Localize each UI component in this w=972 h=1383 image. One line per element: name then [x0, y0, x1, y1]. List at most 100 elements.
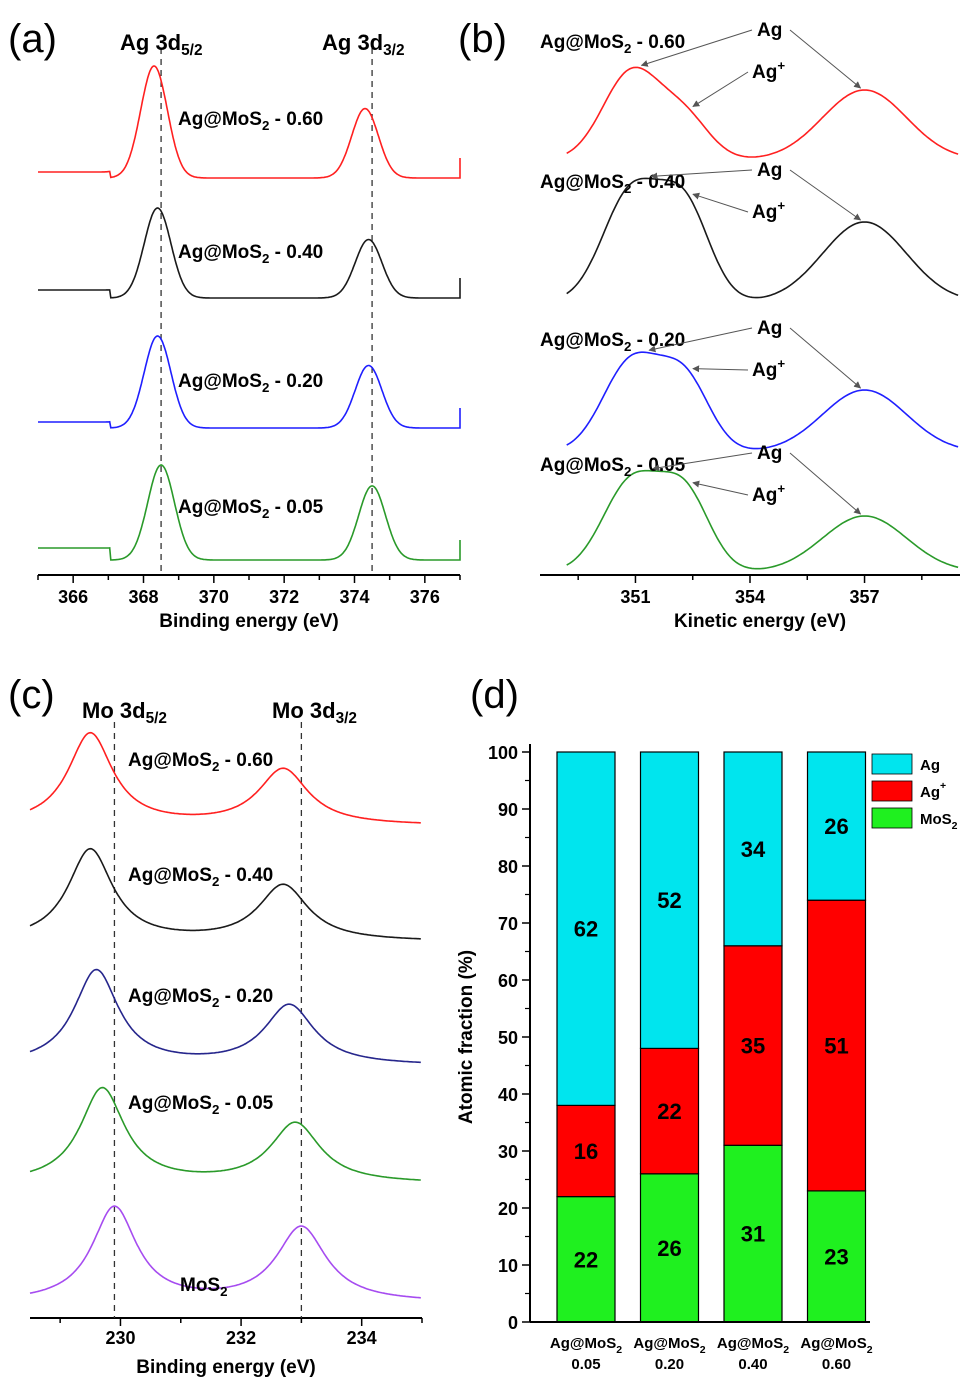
- panel-d-bar-segment: [639, 751, 700, 1049]
- panel-d-bar-segment: [723, 751, 783, 947]
- panel-a-series-label: Ag@MoS2 - 0.20: [178, 371, 323, 395]
- panel-b-ag-plus-annotation: Ag+: [752, 58, 785, 83]
- panel-b-arrow: [650, 169, 753, 180]
- panel-d-category-value: 0.60: [822, 1356, 851, 1373]
- panel-d-bar-segment: [723, 945, 783, 1146]
- panel-d-data-label: 51: [824, 1034, 848, 1059]
- panel-c-series-label: MoS2: [180, 1275, 228, 1299]
- panel-a-peak-label: Ag 3d3/2: [322, 30, 405, 59]
- panel-d-y-tick-label: 100: [488, 743, 518, 763]
- panel-b-series-label: Ag@MoS2 - 0.20: [540, 330, 685, 354]
- panel-d-bar-segment: [639, 1047, 700, 1175]
- panel-b-x-tick-label: 357: [850, 587, 880, 607]
- panel-b-arrow: [652, 452, 753, 472]
- panel-b-arrow: [640, 29, 753, 67]
- panel-d-data-label: 26: [657, 1236, 681, 1261]
- panel-d-category-label: Ag@MoS2: [800, 1335, 872, 1356]
- panel-c: (c) 230 232 234 Binding energy (eV) Mo 3d5/2…: [8, 673, 423, 1378]
- panel-b-series-line: [566, 469, 959, 570]
- panel-b-x-axis-title: Kinetic energy (eV): [674, 611, 846, 632]
- panel-d-bar-segment: [806, 751, 867, 901]
- panel-d-legend-swatch: [871, 780, 913, 802]
- panel-c-series-label: Ag@MoS2 - 0.05: [128, 1093, 274, 1117]
- panel-a-x-tick-label: 376: [410, 587, 440, 607]
- panel-b-ag-annotation: Ag: [757, 20, 782, 41]
- panel-a-x-tick-label: 374: [339, 587, 369, 607]
- panel-c-x-tick-label: 230: [105, 1328, 135, 1348]
- panel-a-series-line: [38, 464, 461, 561]
- panel-d-bar-segment: [806, 899, 867, 1192]
- panel-d-bar-segment: [556, 751, 616, 1106]
- panel-d-y-tick-label: 10: [498, 1256, 518, 1276]
- panel-d-y-axis-title: Atomic fraction (%): [456, 950, 477, 1124]
- panel-d-category-label: Ag@MoS2: [633, 1335, 705, 1356]
- panel-a-x-tick-label: 366: [58, 587, 88, 607]
- panel-b-arrow: [789, 169, 862, 221]
- panel-d-y-tick-label: 60: [498, 971, 518, 991]
- panel-d-data-label: 62: [574, 917, 598, 942]
- panel-b-arrow: [648, 327, 753, 353]
- panel-a-series-label: Ag@MoS2 - 0.40: [178, 242, 323, 266]
- panel-b-arrow: [789, 29, 862, 89]
- panel-a-series-label: Ag@MoS2 - 0.05: [178, 497, 324, 521]
- panel-d-label: (d): [470, 673, 519, 717]
- panel-a: (a) 366 368 370 372 374 376 Binding energy (eV…: [8, 17, 461, 632]
- panel-d-bar-segment: [806, 1190, 867, 1323]
- panel-c-series-label: Ag@MoS2 - 0.20: [128, 986, 273, 1010]
- panel-b-ag-plus-annotation: Ag+: [752, 481, 785, 506]
- panel-b-arrow: [789, 452, 862, 515]
- panel-c-series-line: [29, 1205, 421, 1299]
- panel-d-legend-label: Ag+: [920, 780, 946, 801]
- panel-d-y-tick-label: 90: [498, 800, 518, 820]
- panel-d: (d) 221662Ag@MoS20.05262252Ag@MoS20.2031…: [456, 673, 958, 1373]
- panel-c-series-line: [29, 847, 421, 940]
- panel-c-peak-label: Mo 3d3/2: [272, 698, 357, 727]
- panel-c-peak-label: Mo 3d5/2: [82, 698, 167, 727]
- panel-d-legend-label: Ag: [920, 757, 940, 774]
- panel-d-y-tick-label: 40: [498, 1085, 518, 1105]
- panel-d-y-tick-label: 50: [498, 1028, 518, 1048]
- panel-d-y-tick-label: 70: [498, 914, 518, 934]
- panel-b-series-line: [566, 177, 959, 299]
- panel-d-data-label: 16: [574, 1139, 598, 1164]
- panel-d-category-label: Ag@MoS2: [717, 1335, 789, 1356]
- panel-a-series-line: [38, 207, 461, 299]
- panel-b-series-line: [566, 351, 959, 450]
- panel-a-x-tick-label: 370: [199, 587, 229, 607]
- panel-d-category-value: 0.20: [655, 1356, 684, 1373]
- panel-d-data-label: 22: [657, 1099, 681, 1124]
- panel-a-x-tick-label: 372: [269, 587, 299, 607]
- panel-d-y-tick-label: 30: [498, 1142, 518, 1162]
- panel-d-data-label: 31: [741, 1222, 765, 1247]
- panel-d-data-label: 26: [824, 814, 848, 839]
- panel-c-x-axis-title: Binding energy (eV): [136, 1357, 315, 1378]
- panel-a-series-label: Ag@MoS2 - 0.60: [178, 109, 323, 133]
- panel-d-data-label: 22: [574, 1247, 598, 1272]
- panel-d-bar-segment: [556, 1104, 616, 1198]
- panel-b-arrow: [789, 327, 862, 389]
- panel-d-data-label: 23: [824, 1244, 848, 1269]
- panel-d-legend-label: MoS2: [920, 811, 958, 832]
- panel-d-data-label: 35: [741, 1034, 765, 1059]
- panel-d-category-value: 0.05: [571, 1356, 600, 1373]
- panel-c-x-tick-label: 234: [347, 1328, 377, 1348]
- panel-a-x-axis-title: Binding energy (eV): [159, 611, 338, 632]
- panel-c-series-line: [29, 1086, 421, 1181]
- panel-b-ag-plus-annotation: Ag+: [752, 198, 785, 223]
- panel-b-arrow: [692, 192, 749, 213]
- panel-d-data-label: 52: [657, 888, 681, 913]
- panel-c-x-tick-label: 232: [226, 1328, 256, 1348]
- panel-b-x-tick-label: 351: [620, 587, 650, 607]
- panel-d-bar-segment: [639, 1173, 700, 1323]
- panel-b-arrow: [692, 480, 749, 496]
- panel-d-y-tick-label: 80: [498, 857, 518, 877]
- panel-d-y-tick-label: 0: [508, 1313, 518, 1333]
- panel-b-ag-annotation: Ag: [757, 443, 782, 464]
- panel-d-bar-segment: [723, 1144, 783, 1323]
- panel-b-series-line: [566, 66, 959, 158]
- panel-b-x-tick-label: 354: [735, 587, 765, 607]
- panel-b-series-label: Ag@MoS2 - 0.40: [540, 172, 685, 196]
- panel-b-arrow: [692, 365, 749, 373]
- panel-b-ag-annotation: Ag: [757, 318, 782, 339]
